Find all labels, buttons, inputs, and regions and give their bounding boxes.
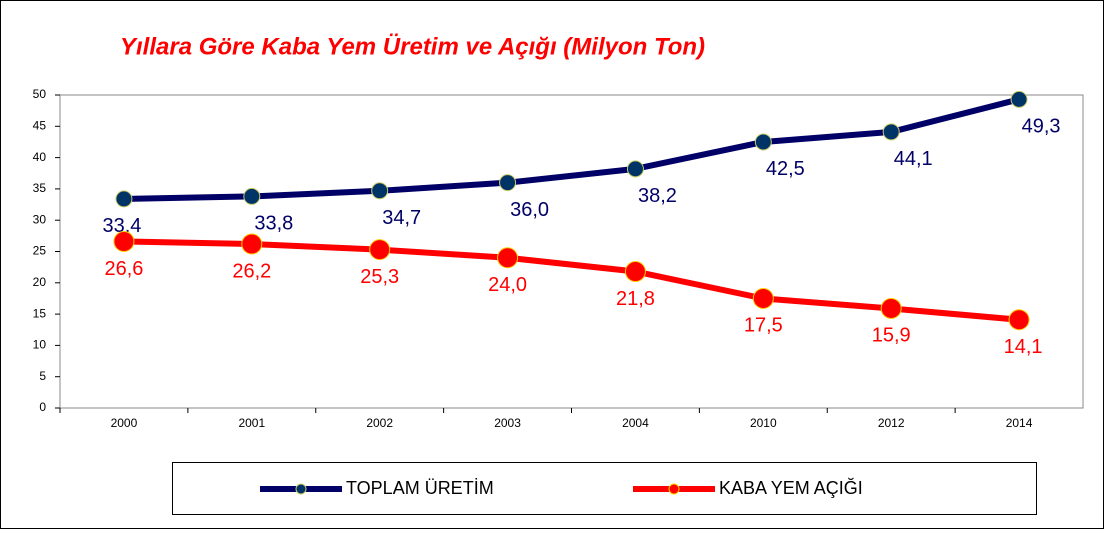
x-tick-label: 2010 xyxy=(750,416,777,430)
data-label: 38,2 xyxy=(638,185,677,207)
data-point xyxy=(241,233,263,255)
y-tick-label: 45 xyxy=(33,118,47,132)
data-label: 44,1 xyxy=(894,148,933,170)
data-point xyxy=(754,133,772,151)
data-point xyxy=(243,187,261,205)
data-point xyxy=(1008,309,1030,331)
data-point xyxy=(626,160,644,178)
legend-marker xyxy=(668,483,680,495)
data-label: 49,3 xyxy=(1022,116,1061,138)
data-label: 15,9 xyxy=(872,325,911,347)
chart-title: Yıllara Göre Kaba Yem Üretim ve Açığı (M… xyxy=(120,33,705,60)
data-point xyxy=(624,261,646,283)
data-label: 42,5 xyxy=(766,158,805,180)
data-point xyxy=(497,247,519,269)
data-label: 26,2 xyxy=(232,260,271,282)
x-tick-label: 2001 xyxy=(238,416,265,430)
series-line xyxy=(123,238,1020,323)
x-tick-label: 2003 xyxy=(494,416,521,430)
data-label: 24,0 xyxy=(488,274,527,296)
x-tick-label: 2000 xyxy=(111,416,138,430)
legend-marker xyxy=(295,483,307,495)
data-label: 25,3 xyxy=(360,266,399,288)
data-label: 21,8 xyxy=(616,288,655,310)
x-tick-label: 2002 xyxy=(366,416,393,430)
x-tick-label: 2004 xyxy=(622,416,649,430)
y-tick-label: 20 xyxy=(33,275,47,289)
data-point xyxy=(113,230,135,252)
data-point xyxy=(882,123,900,141)
y-tick-label: 0 xyxy=(39,400,46,414)
data-label: 36,0 xyxy=(510,199,549,221)
data-label: 34,7 xyxy=(382,207,421,229)
data-point xyxy=(369,239,391,261)
y-tick-label: 35 xyxy=(33,181,47,195)
y-tick-label: 15 xyxy=(33,306,47,320)
data-point xyxy=(499,174,517,192)
data-point xyxy=(1010,90,1028,108)
legend-label: KABA YEM AÇIĞI xyxy=(719,477,863,498)
x-tick-label: 2012 xyxy=(878,416,905,430)
y-tick-label: 50 xyxy=(33,87,47,101)
data-point xyxy=(371,182,389,200)
data-label: 33,4 xyxy=(102,215,141,237)
y-tick-label: 40 xyxy=(33,150,47,164)
series-line xyxy=(123,96,1020,202)
data-point xyxy=(752,287,774,309)
data-label: 33,8 xyxy=(254,213,293,235)
y-tick-label: 25 xyxy=(33,244,47,258)
y-tick-label: 30 xyxy=(33,212,47,226)
data-label: 17,5 xyxy=(744,315,783,337)
y-tick-label: 10 xyxy=(33,338,47,352)
legend-label: TOPLAM ÜRETİM xyxy=(346,478,494,498)
plot-area xyxy=(59,94,1084,409)
data-point xyxy=(880,297,902,319)
data-label: 26,6 xyxy=(104,258,143,280)
y-tick-label: 5 xyxy=(39,369,46,383)
data-point xyxy=(115,190,133,208)
x-tick-label: 2014 xyxy=(1006,416,1033,430)
data-label: 14,1 xyxy=(1004,336,1043,358)
